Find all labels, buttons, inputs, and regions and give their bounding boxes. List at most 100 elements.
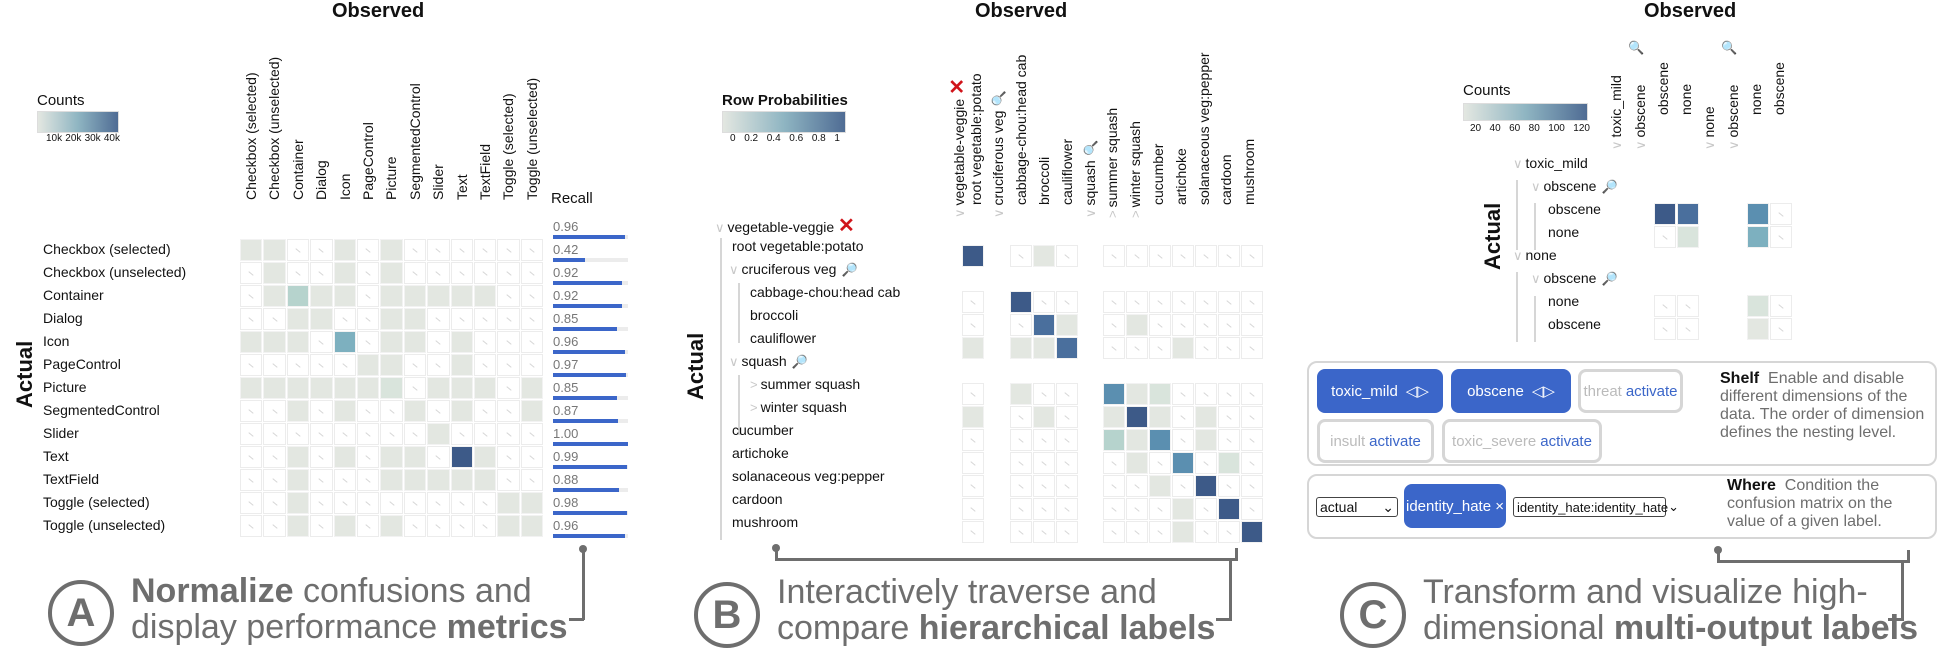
matrix-cell[interactable] xyxy=(1149,498,1171,520)
matrix-cell[interactable] xyxy=(1218,452,1240,474)
matrix-cell[interactable] xyxy=(474,400,497,422)
search-icon[interactable]: 🔍 xyxy=(1721,40,1738,55)
matrix-cell[interactable] xyxy=(1172,291,1194,313)
matrix-cell[interactable] xyxy=(1056,521,1078,543)
matrix-cell[interactable] xyxy=(333,446,356,468)
matrix-cell[interactable] xyxy=(380,446,403,468)
matrix-cell[interactable] xyxy=(1010,521,1032,543)
matrix-cell[interactable] xyxy=(1033,521,1055,543)
matrix-cell[interactable] xyxy=(1103,521,1125,543)
matrix-cell[interactable] xyxy=(263,377,286,399)
column-header[interactable]: ∨ obscene xyxy=(1632,85,1649,150)
chevron-down-icon[interactable]: ∨ xyxy=(1726,140,1741,150)
matrix-cell[interactable] xyxy=(357,308,380,330)
matrix-cell[interactable] xyxy=(333,515,356,537)
matrix-cell[interactable] xyxy=(497,446,520,468)
matrix-cell[interactable] xyxy=(1195,498,1217,520)
matrix-cell[interactable] xyxy=(263,262,286,284)
matrix-cell[interactable] xyxy=(380,423,403,445)
matrix-cell[interactable] xyxy=(263,492,286,514)
matrix-cell[interactable] xyxy=(1241,406,1263,428)
matrix-cell[interactable] xyxy=(310,239,333,261)
matrix-cell[interactable] xyxy=(333,423,356,445)
matrix-cell[interactable] xyxy=(1103,291,1125,313)
matrix-cell[interactable] xyxy=(497,515,520,537)
matrix-cell[interactable] xyxy=(1103,475,1125,497)
matrix-cell[interactable] xyxy=(263,308,286,330)
matrix-cell[interactable] xyxy=(403,354,427,376)
matrix-cell[interactable] xyxy=(1033,498,1055,520)
column-header[interactable]: ∨ squash 🔍 xyxy=(1082,140,1099,218)
shelf-chip-toxic_severe[interactable]: toxic_severe activate xyxy=(1442,419,1602,463)
matrix-cell[interactable] xyxy=(1126,429,1148,451)
matrix-cell[interactable] xyxy=(520,377,544,399)
matrix-cell[interactable] xyxy=(380,239,403,261)
matrix-cell[interactable] xyxy=(1056,475,1078,497)
matrix-cell[interactable] xyxy=(1126,383,1148,405)
matrix-cell[interactable] xyxy=(427,492,450,514)
matrix-cell[interactable] xyxy=(474,331,497,353)
matrix-cell[interactable] xyxy=(1033,314,1055,336)
matrix-cell[interactable] xyxy=(497,377,520,399)
matrix-cell[interactable] xyxy=(286,492,310,514)
matrix-cell[interactable] xyxy=(962,291,984,313)
shelf-chip-toxic_mild[interactable]: toxic_mild ◁▷ xyxy=(1317,369,1443,413)
matrix-cell[interactable] xyxy=(333,285,356,307)
matrix-cell[interactable] xyxy=(357,377,380,399)
matrix-cell[interactable] xyxy=(380,469,403,491)
tree-row[interactable]: ∨ obscene 🔎 xyxy=(1531,178,1618,195)
matrix-cell[interactable] xyxy=(1056,452,1078,474)
matrix-cell[interactable] xyxy=(450,331,473,353)
matrix-cell[interactable] xyxy=(240,308,263,330)
matrix-cell[interactable] xyxy=(286,377,310,399)
matrix-cell[interactable] xyxy=(474,285,497,307)
matrix-cell[interactable] xyxy=(333,492,356,514)
matrix-cell[interactable] xyxy=(1195,452,1217,474)
matrix-cell[interactable] xyxy=(520,285,544,307)
matrix-cell[interactable] xyxy=(1033,452,1055,474)
activate-link[interactable]: activate xyxy=(1540,432,1592,450)
matrix-cell[interactable] xyxy=(427,262,450,284)
column-header[interactable]: ∨ none xyxy=(1701,106,1718,150)
matrix-cell[interactable] xyxy=(333,262,356,284)
matrix-cell[interactable] xyxy=(1172,337,1194,359)
matrix-cell[interactable] xyxy=(1677,318,1699,340)
matrix-cell[interactable] xyxy=(333,331,356,353)
matrix-cell[interactable] xyxy=(380,515,403,537)
matrix-cell[interactable] xyxy=(357,285,380,307)
matrix-cell[interactable] xyxy=(286,239,310,261)
matrix-cell[interactable] xyxy=(450,239,473,261)
matrix-cell[interactable] xyxy=(1241,291,1263,313)
matrix-cell[interactable] xyxy=(240,285,263,307)
column-header[interactable]: cabbage-chou:head cab xyxy=(1013,55,1029,205)
matrix-cell[interactable] xyxy=(520,423,544,445)
search-icon[interactable]: 🔍 xyxy=(991,90,1006,107)
matrix-cell[interactable] xyxy=(497,285,520,307)
matrix-cell[interactable] xyxy=(286,446,310,468)
matrix-cell[interactable] xyxy=(333,308,356,330)
matrix-cell[interactable] xyxy=(474,423,497,445)
matrix-cell[interactable] xyxy=(1241,337,1263,359)
matrix-cell[interactable] xyxy=(357,515,380,537)
matrix-cell[interactable] xyxy=(357,239,380,261)
column-header[interactable]: solanaceous veg:pepper xyxy=(1196,52,1212,205)
matrix-cell[interactable] xyxy=(1010,337,1032,359)
tree-root-vegetable-veggie[interactable]: ∨ vegetable-veggie ✕ xyxy=(715,213,855,238)
matrix-cell[interactable] xyxy=(1149,475,1171,497)
matrix-cell[interactable] xyxy=(520,400,544,422)
tree-row[interactable]: ∨ none xyxy=(1513,247,1557,264)
matrix-cell[interactable] xyxy=(520,239,544,261)
matrix-cell[interactable] xyxy=(1747,318,1769,340)
matrix-cell[interactable] xyxy=(1195,383,1217,405)
matrix-cell[interactable] xyxy=(427,331,450,353)
matrix-cell[interactable] xyxy=(1241,475,1263,497)
close-icon[interactable]: ✕ xyxy=(947,78,969,95)
matrix-cell[interactable] xyxy=(403,377,427,399)
matrix-cell[interactable] xyxy=(427,515,450,537)
matrix-cell[interactable] xyxy=(380,331,403,353)
matrix-cell[interactable] xyxy=(286,285,310,307)
chevron-down-icon[interactable]: ∨ xyxy=(1609,140,1624,150)
matrix-cell[interactable] xyxy=(240,446,263,468)
chevron-down-icon[interactable]: ∨ xyxy=(1633,140,1648,150)
matrix-cell[interactable] xyxy=(1218,314,1240,336)
